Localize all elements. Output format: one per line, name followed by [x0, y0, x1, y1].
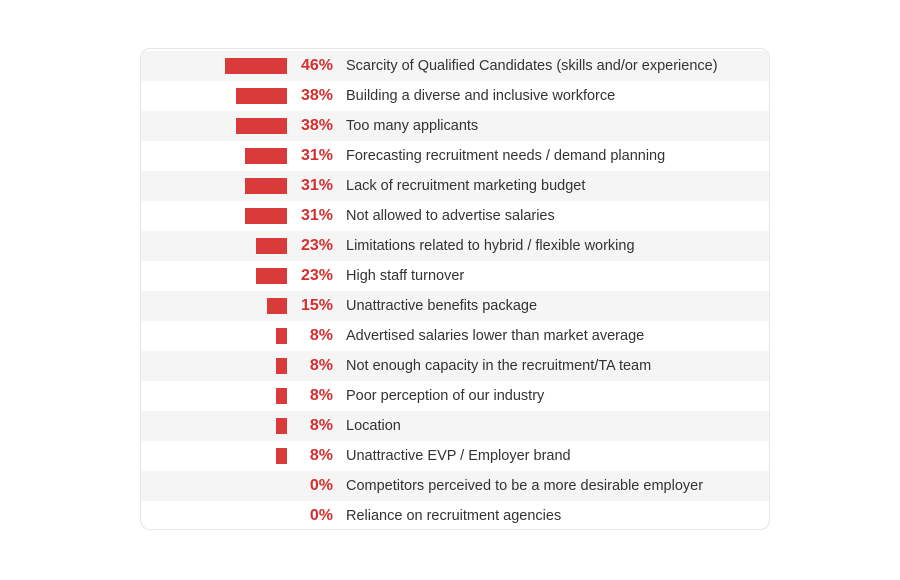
bar [236, 118, 287, 134]
bar [245, 208, 287, 224]
chart-row: 31% Forecasting recruitment needs / deman… [141, 141, 769, 171]
bar [267, 298, 287, 314]
chart-row: 8% Advertised salaries lower than market … [141, 321, 769, 351]
chart-row: 8% Location [141, 411, 769, 441]
bar [276, 418, 287, 434]
bar [256, 268, 287, 284]
category-label: Limitations related to hybrid / flexible… [346, 238, 635, 254]
bar [276, 358, 287, 374]
category-label: Poor perception of our industry [346, 388, 545, 404]
value-label: 31% [300, 177, 333, 194]
value-label: 8% [309, 387, 333, 404]
value-label: 31% [300, 207, 333, 224]
value-label: 8% [309, 417, 333, 434]
bar [276, 448, 287, 464]
chart-row: 0% Competitors perceived to be a more des… [141, 471, 769, 501]
value-label: 0% [309, 477, 333, 494]
category-label: Forecasting recruitment needs / demand p… [346, 148, 666, 164]
category-label: Not allowed to advertise salaries [346, 208, 555, 224]
value-label: 8% [309, 447, 333, 464]
category-label: Reliance on recruitment agencies [346, 508, 562, 524]
value-label: 15% [300, 297, 333, 314]
value-label: 38% [300, 87, 333, 104]
chart-row: 8% Not enough capacity in the recruitment… [141, 351, 769, 381]
value-label: 0% [309, 507, 333, 524]
bar [256, 238, 287, 254]
category-label: High staff turnover [346, 268, 465, 284]
chart-row: 38% Too many applicants [141, 111, 769, 141]
chart-row: 23% High staff turnover [141, 261, 769, 291]
category-label: Competitors perceived to be a more desir… [346, 478, 704, 494]
value-label: 31% [300, 147, 333, 164]
category-label: Building a diverse and inclusive workfor… [346, 88, 616, 104]
chart-row: 38% Building a diverse and inclusive work… [141, 81, 769, 111]
chart-row: 8% Unattractive EVP / Employer brand [141, 441, 769, 471]
chart-row: 0% Reliance on recruitment agencies [141, 501, 769, 529]
category-label: Unattractive EVP / Employer brand [346, 448, 571, 464]
bar [225, 58, 287, 74]
value-label: 23% [300, 267, 333, 284]
category-label: Location [346, 418, 401, 434]
chart-row: 23% Limitations related to hybrid / flexi… [141, 231, 769, 261]
chart-row: 31% Not allowed to advertise salaries [141, 201, 769, 231]
chart-card: 46% Scarcity of Qualified Candidates (ski… [140, 48, 770, 530]
category-label: Not enough capacity in the recruitment/T… [346, 358, 652, 374]
category-label: Advertised salaries lower than market av… [346, 328, 645, 344]
chart-row: 46% Scarcity of Qualified Candidates (ski… [141, 51, 769, 81]
chart-rows: 46% Scarcity of Qualified Candidates (ski… [141, 51, 769, 529]
bar [236, 88, 287, 104]
bar [276, 328, 287, 344]
value-label: 46% [300, 57, 333, 74]
category-label: Too many applicants [346, 118, 479, 134]
bar [245, 148, 287, 164]
bar [245, 178, 287, 194]
category-label: Lack of recruitment marketing budget [346, 178, 586, 194]
chart-row: 15% Unattractive benefits package [141, 291, 769, 321]
chart-row: 31% Lack of recruitment marketing budget [141, 171, 769, 201]
category-label: Unattractive benefits package [346, 298, 538, 314]
bar [276, 388, 287, 404]
value-label: 8% [309, 357, 333, 374]
value-label: 38% [300, 117, 333, 134]
chart-row: 8% Poor perception of our industry [141, 381, 769, 411]
category-label: Scarcity of Qualified Candidates (skills… [346, 58, 718, 74]
value-label: 23% [300, 237, 333, 254]
value-label: 8% [309, 327, 333, 344]
